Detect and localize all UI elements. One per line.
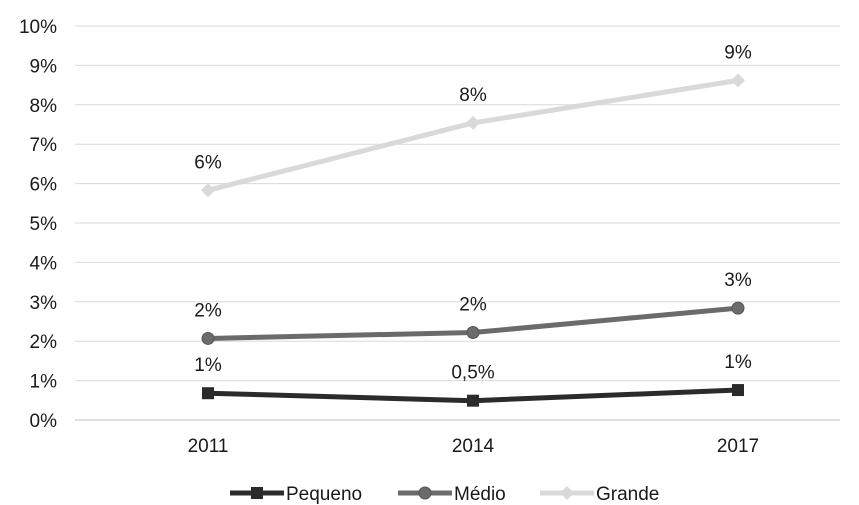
x-tick-label: 2017	[717, 436, 759, 457]
data-point	[731, 73, 745, 88]
data-labels: 6% 8% 9% 2% 2% 3% 1% 0,5% 1%	[194, 42, 752, 383]
y-tick-label: 1%	[30, 372, 58, 393]
legend: Pequeno Médio Grande	[230, 484, 659, 505]
legend-swatch-marker	[560, 486, 574, 500]
x-tick-label: 2014	[452, 436, 495, 457]
data-label: 0,5%	[451, 363, 494, 384]
y-tick-label: 8%	[30, 96, 58, 117]
y-tick-label: 3%	[30, 293, 58, 314]
data-point	[466, 115, 480, 130]
data-label: 9%	[724, 42, 752, 63]
legend-swatch-marker	[418, 486, 432, 500]
legend-label: Pequeno	[286, 484, 362, 505]
data-label: 1%	[724, 352, 752, 373]
data-label: 8%	[459, 85, 487, 106]
data-point	[201, 331, 215, 345]
x-axis-tick-labels: 2011 2014 2017	[188, 436, 760, 457]
data-label: 2%	[194, 300, 222, 321]
y-tick-label: 6%	[30, 175, 58, 196]
y-tick-label: 5%	[30, 214, 58, 235]
data-label: 3%	[724, 270, 752, 291]
data-label: 2%	[459, 295, 487, 316]
legend-label: Grande	[596, 484, 659, 505]
data-point	[732, 384, 744, 397]
y-tick-label: 2%	[30, 332, 58, 353]
data-label: 6%	[194, 152, 222, 173]
data-point	[467, 394, 479, 407]
data-point	[201, 183, 215, 198]
y-tick-label: 7%	[30, 135, 58, 156]
legend-swatch-marker	[251, 487, 263, 499]
data-label: 1%	[194, 355, 222, 376]
x-tick-label: 2011	[188, 436, 229, 457]
series-layer	[201, 73, 745, 407]
data-point	[202, 387, 214, 400]
y-tick-label: 9%	[30, 56, 58, 77]
legend-label: Médio	[454, 484, 506, 505]
y-tick-label: 10%	[19, 17, 57, 38]
y-tick-label: 4%	[30, 253, 58, 274]
data-point	[731, 301, 745, 315]
y-axis-tick-labels: 0% 1% 2% 3% 4% 5% 6% 7% 8% 9% 10%	[19, 17, 57, 432]
data-point	[466, 326, 480, 340]
y-tick-label: 0%	[30, 411, 58, 432]
